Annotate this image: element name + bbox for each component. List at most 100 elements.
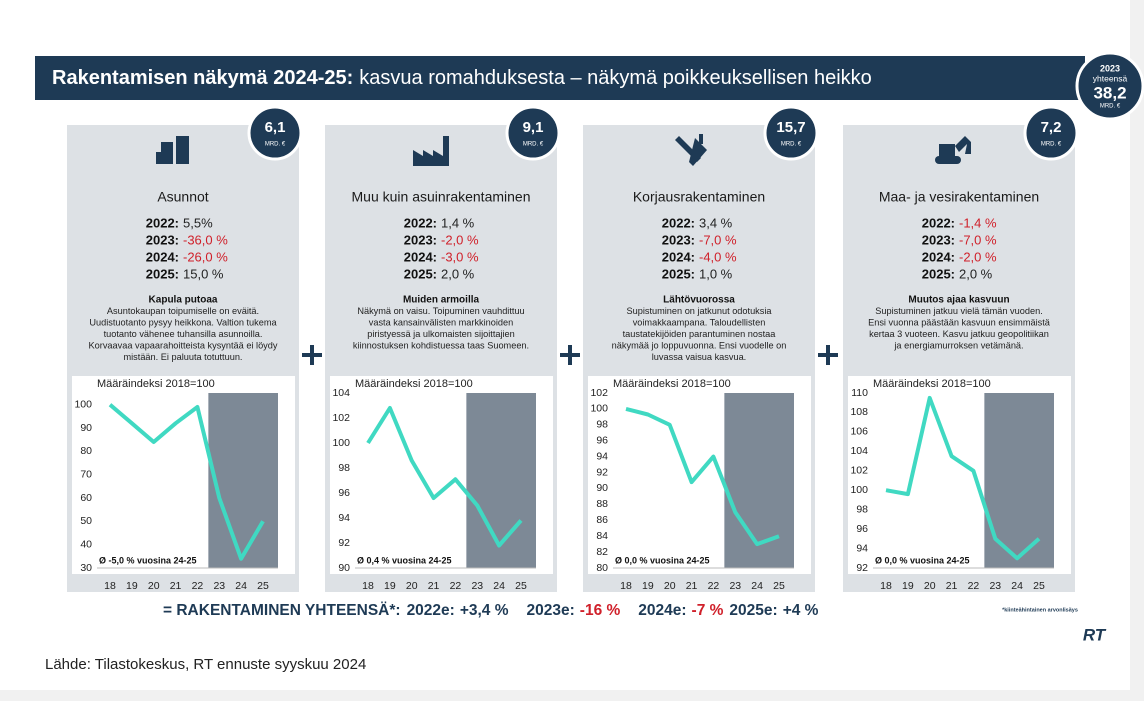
row-year: 2022: [662, 215, 695, 230]
row-value: -2,0 % [441, 232, 479, 247]
panel-text: piristyessä ja ulkomaisten sijoittajien [367, 329, 515, 339]
x-tick-label: 18 [362, 580, 374, 592]
panel-icon [675, 134, 707, 166]
x-tick-label: 20 [664, 580, 676, 592]
summary-year: 2022e: [407, 602, 455, 619]
x-tick-label: 19 [902, 580, 914, 592]
header-bar [35, 56, 1085, 100]
panel-text: Ensi vuonna päästään kasvuun ensimmäistä [868, 317, 1051, 327]
row-year: 2024: [922, 249, 955, 264]
chart-annotation: Ø -5,0 % vuosina 24-25 [99, 555, 197, 565]
y-tick-label: 104 [850, 445, 868, 457]
header-title-bold: Rakentamisen näkymä 2024-25: [52, 67, 353, 89]
y-tick-label: 98 [338, 462, 350, 474]
panel-icon [413, 136, 449, 166]
y-tick-label: 98 [596, 419, 608, 431]
summary-value: -16 % [580, 602, 621, 619]
chart-title: Määräindeksi 2018=100 [873, 378, 991, 390]
chart-title: Määräindeksi 2018=100 [613, 378, 731, 390]
panel-badge-value: 9,1 [523, 119, 544, 136]
forecast-shade [208, 393, 278, 568]
y-tick-label: 60 [80, 492, 92, 504]
x-tick-label: 24 [751, 580, 763, 592]
row-value: -2,0 % [959, 249, 997, 264]
total-label: yhteensä [1093, 73, 1128, 83]
y-tick-label: 104 [332, 387, 350, 399]
panel-badge-value: 7,2 [1041, 119, 1062, 136]
panel-badge [1023, 105, 1079, 161]
panel-badge [505, 105, 561, 161]
row-year: 2022: [922, 215, 955, 230]
x-tick-label: 23 [471, 580, 483, 592]
panel-text: Asuntokaupan toipumiselle on eväitä. [107, 306, 259, 316]
panel-badge [763, 105, 819, 161]
panel-text: kertaa 3 vuoteen. Kasvu jatkuu geopoliti… [869, 329, 1049, 339]
panel-icon [935, 136, 971, 164]
panel-badge [247, 105, 303, 161]
x-tick-label: 24 [235, 580, 247, 592]
x-tick-label: 23 [729, 580, 741, 592]
x-tick-label: 21 [170, 580, 182, 592]
plus-sign [826, 345, 830, 365]
y-tick-label: 110 [851, 387, 868, 399]
logo: RT [1083, 625, 1107, 644]
x-tick-label: 19 [126, 580, 138, 592]
summary-value: +3,4 % [460, 602, 509, 619]
panel-badge-unit: MRD. € [781, 142, 802, 148]
forecast-shade [724, 393, 794, 568]
panel-title: Asunnot [157, 189, 208, 205]
x-tick-label: 21 [428, 580, 440, 592]
y-tick-label: 86 [596, 514, 608, 526]
panel-text: kiinnostuksen kohdistuessa taas Suomeen. [353, 340, 529, 350]
panel-badge-value: 15,7 [776, 119, 805, 136]
panel-heading: Muutos ajaa kasvuun [908, 295, 1009, 306]
row-value: 1,4 % [441, 215, 475, 230]
index-line [366, 406, 523, 548]
y-tick-label: 84 [596, 530, 608, 542]
panel-title: Korjausrakentaminen [633, 189, 765, 205]
y-tick-label: 96 [338, 487, 350, 499]
panel-text: voimakkaampana. Taloudellisten [633, 317, 766, 327]
y-tick-label: 50 [80, 515, 92, 527]
x-tick-label: 20 [924, 580, 936, 592]
row-year: 2024: [662, 249, 695, 264]
x-tick-label: 22 [450, 580, 462, 592]
x-tick-label: 18 [620, 580, 632, 592]
x-tick-label: 18 [880, 580, 892, 592]
panel-text: Supistuminen jatkuu vielä tämän vuoden. [875, 306, 1043, 316]
y-tick-label: 80 [596, 562, 608, 574]
x-tick-label: 22 [192, 580, 204, 592]
chart-annotation: Ø 0,0 % vuosina 24-25 [875, 555, 970, 565]
y-tick-label: 70 [80, 468, 92, 480]
row-year: 2023: [404, 232, 437, 247]
row-year: 2024: [146, 249, 179, 264]
x-tick-label: 21 [946, 580, 958, 592]
y-tick-label: 102 [850, 465, 868, 477]
panel-badge-unit: MRD. € [523, 142, 544, 148]
y-tick-label: 100 [74, 398, 92, 410]
y-tick-label: 108 [850, 406, 868, 418]
y-tick-label: 102 [332, 412, 350, 424]
row-year: 2025: [404, 266, 437, 281]
row-value: -1,4 % [959, 215, 997, 230]
panel-text: Korvaavaa vapaarahoitteista kysyntää ei … [89, 340, 278, 350]
x-tick-label: 23 [213, 580, 225, 592]
panel-heading: Kapula putoaa [149, 295, 218, 306]
row-value: 5,5% [183, 215, 213, 230]
summary-year: 2024e: [638, 602, 686, 619]
header-title: Rakentamisen näkymä 2024-25: kasvua romah… [52, 67, 872, 89]
plus-sign [568, 345, 572, 365]
y-tick-label: 90 [596, 482, 608, 494]
y-tick-label: 92 [596, 466, 608, 478]
summary-year: 2023e: [527, 602, 575, 619]
y-tick-label: 100 [850, 484, 868, 496]
panel-text: Uudistuotanto pysyy heikkona. Valtion tu… [89, 317, 277, 327]
total-unit: MRD. € [1100, 104, 1121, 110]
row-year: 2023: [662, 232, 695, 247]
chart-title: Määräindeksi 2018=100 [97, 378, 215, 390]
y-tick-label: 102 [590, 387, 608, 399]
header-title-rest: kasvua romahduksesta – näkymä poikkeukse… [359, 67, 872, 89]
row-year: 2022: [146, 215, 179, 230]
row-value: -7,0 % [959, 232, 997, 247]
x-tick-label: 22 [708, 580, 720, 592]
